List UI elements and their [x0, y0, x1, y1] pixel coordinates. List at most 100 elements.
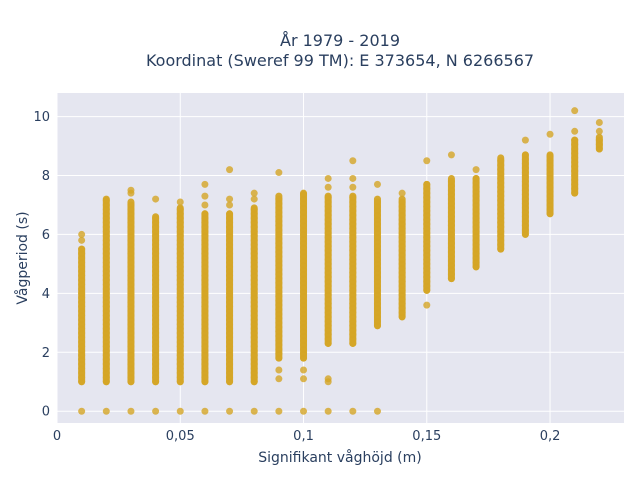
y-tick-label: 8 — [42, 169, 50, 184]
data-point-zero — [275, 407, 283, 415]
data-point — [595, 136, 603, 144]
data-column — [546, 130, 554, 218]
data-point — [152, 214, 160, 222]
data-point — [373, 198, 381, 206]
x-tick-label: 0,2 — [540, 429, 561, 444]
data-column — [497, 154, 505, 253]
y-tick-label: 6 — [42, 228, 50, 243]
data-column — [127, 186, 135, 415]
x-tick-label: 0,1 — [293, 429, 314, 444]
data-point — [571, 136, 579, 144]
y-tick-label: 4 — [42, 287, 50, 302]
data-point — [373, 180, 381, 188]
data-column — [423, 157, 431, 309]
data-column — [324, 174, 332, 415]
data-point — [201, 210, 209, 218]
tick-labels: 0 0,05 0,1 0,15 0,2 0 2 4 6 8 10 — [33, 110, 560, 444]
data-point — [571, 107, 579, 115]
data-point — [324, 183, 332, 191]
x-tick-label: 0 — [53, 429, 61, 444]
data-point — [78, 230, 86, 238]
data-point-zero — [373, 407, 381, 415]
data-point — [423, 301, 431, 309]
data-column — [275, 169, 283, 415]
data-point — [127, 201, 135, 209]
data-point — [275, 195, 283, 203]
data-column — [521, 136, 529, 238]
x-axis-label: Signifikant våghöjd (m) — [258, 449, 421, 466]
data-point — [349, 183, 357, 191]
data-point — [250, 195, 258, 203]
data-point-zero — [201, 407, 209, 415]
data-point — [447, 151, 455, 159]
data-column — [447, 151, 455, 283]
data-column — [300, 189, 308, 415]
data-point — [423, 157, 431, 165]
data-column — [250, 189, 258, 415]
data-point — [300, 375, 308, 383]
data-point — [349, 157, 357, 165]
data-point — [546, 152, 554, 160]
data-point — [176, 205, 184, 213]
data-column — [102, 195, 110, 415]
data-point — [152, 195, 160, 203]
y-axis-label: Vågperiod (s) — [14, 211, 31, 304]
data-point — [250, 189, 258, 197]
y-tick-label: 10 — [33, 110, 50, 125]
data-point-zero — [102, 407, 110, 415]
data-point — [300, 366, 308, 374]
data-point — [300, 191, 308, 199]
chart-title-line-1: År 1979 - 2019 — [280, 31, 400, 50]
plot-area — [57, 93, 624, 423]
data-point — [226, 166, 234, 174]
data-column — [571, 107, 579, 197]
data-point — [472, 166, 480, 174]
data-point — [398, 189, 406, 197]
x-tick-label: 0,05 — [166, 429, 195, 444]
data-point — [176, 198, 184, 206]
data-point — [324, 194, 332, 202]
data-point-zero — [250, 407, 258, 415]
data-column — [472, 166, 480, 271]
data-point — [226, 201, 234, 209]
data-column — [78, 230, 86, 415]
data-point — [250, 205, 258, 213]
data-column — [152, 195, 160, 415]
data-point — [275, 169, 283, 177]
data-point — [521, 136, 529, 144]
data-point — [275, 375, 283, 383]
data-point — [398, 198, 406, 206]
chart-title-line-2: Koordinat (Sweref 99 TM): E 373654, N 62… — [146, 51, 534, 70]
data-column — [398, 189, 406, 321]
data-point — [78, 236, 86, 244]
data-point — [447, 177, 455, 185]
data-point-zero — [226, 407, 234, 415]
data-point-zero — [349, 407, 357, 415]
data-point — [324, 375, 332, 383]
data-point-zero — [324, 407, 332, 415]
data-point — [571, 127, 579, 135]
data-point — [201, 192, 209, 200]
data-point — [275, 366, 283, 374]
data-point — [226, 195, 234, 203]
data-point — [201, 201, 209, 209]
data-point — [497, 157, 505, 165]
data-point-zero — [127, 407, 135, 415]
data-point — [546, 130, 554, 138]
y-tick-label: 2 — [42, 346, 50, 361]
data-point — [472, 174, 480, 182]
data-point — [226, 210, 234, 218]
data-point — [521, 151, 529, 159]
data-points — [78, 107, 603, 415]
data-point — [201, 180, 209, 188]
data-column — [373, 180, 381, 415]
data-column — [349, 157, 357, 415]
y-tick-label: 0 — [42, 405, 50, 420]
data-point — [78, 245, 86, 253]
data-point — [127, 186, 135, 194]
data-point — [349, 174, 357, 182]
x-tick-label: 0,15 — [412, 429, 441, 444]
data-column — [201, 180, 209, 415]
data-point — [102, 197, 110, 205]
